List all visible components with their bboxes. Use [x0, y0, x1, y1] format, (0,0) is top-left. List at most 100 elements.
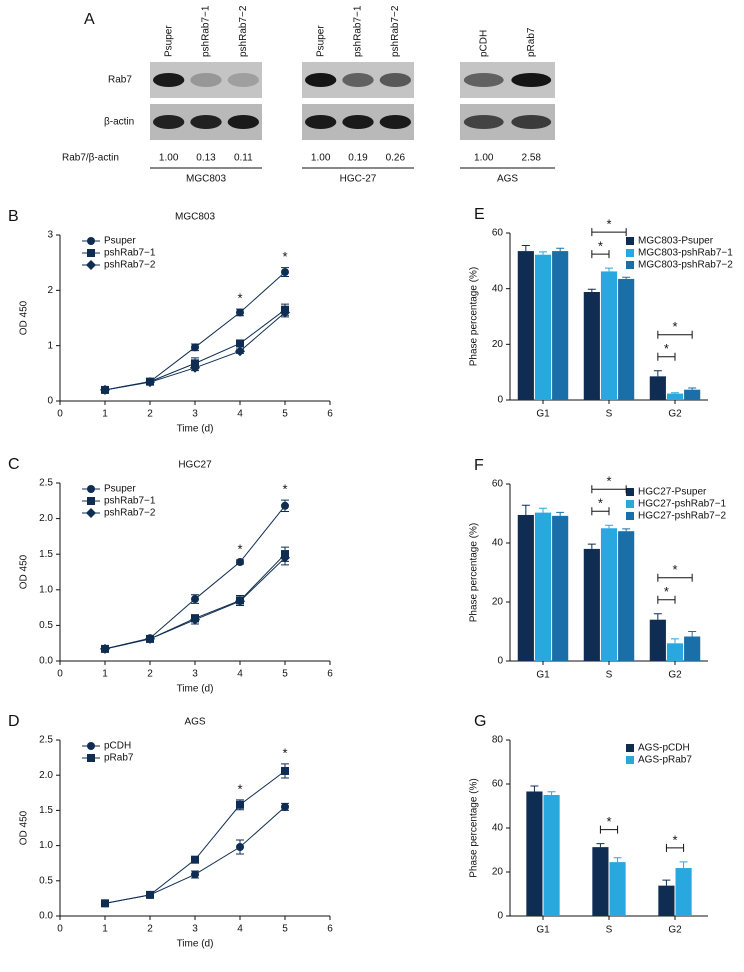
error-bar	[547, 791, 556, 795]
bar	[583, 548, 600, 661]
bar	[517, 514, 534, 661]
lane-label: pshRab7−2	[390, 5, 401, 57]
panel-label: C	[8, 456, 20, 473]
y-axis-label: OD 450	[19, 810, 30, 845]
bar	[534, 254, 552, 400]
marker	[100, 643, 110, 654]
marker	[190, 362, 200, 373]
blot-band	[511, 73, 552, 87]
y-tick-label: 1.0	[39, 584, 53, 595]
marker	[280, 307, 290, 318]
legend-label: AGS-pRab7	[638, 755, 692, 766]
x-tick-label: 0	[57, 669, 63, 680]
series-line	[104, 770, 286, 904]
blot-band	[227, 73, 260, 87]
panel-label: D	[8, 713, 20, 730]
x-tick-label: 1	[102, 669, 108, 680]
bar	[583, 292, 600, 400]
legend-label: HGC27-pshRab7−2	[638, 511, 727, 522]
significance-star: *	[237, 781, 242, 796]
marker	[281, 501, 289, 510]
error-bar	[613, 857, 622, 863]
marker	[236, 800, 244, 809]
y-tick-label: 0	[497, 656, 503, 667]
error-bar	[539, 507, 547, 513]
legend-label: pshRab7−2	[104, 260, 156, 271]
legend-swatch	[626, 500, 634, 508]
significance-star: *	[672, 832, 677, 847]
x-tick-label: 1	[102, 409, 108, 420]
y-tick-label: 40	[492, 538, 504, 549]
x-tick-label: 0	[57, 409, 63, 420]
error-bar	[653, 613, 662, 620]
x-tick-label: 4	[237, 924, 243, 935]
blot-band	[190, 73, 222, 87]
x-tick-label: 4	[237, 669, 243, 680]
bar	[552, 251, 569, 400]
y-axis-label: OD 450	[19, 554, 30, 589]
significance-star: *	[237, 541, 242, 556]
error-bar	[605, 267, 613, 272]
error-bar	[662, 879, 671, 886]
legend-swatch	[626, 744, 634, 752]
x-tick-label: G1	[536, 409, 550, 420]
y-tick-label: 60	[492, 779, 504, 790]
legend-label: pshRab7−1	[104, 496, 156, 507]
row-label: Rab7	[108, 75, 132, 86]
legend-label: Psuper	[104, 484, 136, 495]
marker	[236, 843, 244, 852]
x-tick-label: G2	[668, 409, 682, 420]
significance-star: *	[672, 319, 677, 334]
panel-label: A	[84, 11, 95, 28]
marker	[101, 899, 109, 908]
bar	[675, 868, 692, 916]
y-axis-label: Phase percentage (%)	[469, 267, 480, 367]
blot-band	[342, 115, 374, 129]
error-bar	[671, 638, 679, 644]
legend-marker	[87, 237, 95, 245]
x-tick-label: 3	[192, 924, 198, 935]
lane-label: pCDH	[478, 30, 489, 57]
legend-label: pshRab7−2	[104, 508, 156, 519]
blot-band	[152, 115, 185, 129]
x-axis-label: Time (d)	[177, 424, 214, 435]
bar	[658, 885, 675, 916]
x-tick-label: G1	[536, 925, 550, 936]
bar	[543, 795, 560, 916]
group-name: AGS	[497, 174, 518, 185]
ratio-value: 0.19	[348, 153, 368, 164]
y-tick-label: 0	[47, 396, 53, 407]
bar	[600, 271, 618, 400]
marker	[236, 339, 244, 348]
bar	[649, 376, 666, 400]
error-bar	[653, 370, 662, 377]
y-tick-label: 2.0	[39, 513, 53, 524]
chart-title: AGS	[184, 717, 205, 728]
error-bar	[587, 543, 596, 549]
error-bar	[556, 247, 565, 252]
marker	[145, 633, 155, 644]
significance-star: *	[282, 745, 287, 760]
significance-star: *	[672, 562, 677, 577]
lane-label: pRab7	[526, 27, 537, 57]
y-tick-label: 0.5	[39, 620, 53, 631]
series-line	[104, 806, 286, 904]
x-tick-label: 0	[57, 924, 63, 935]
legend-marker	[87, 754, 95, 762]
marker	[145, 377, 155, 388]
significance-star: *	[598, 496, 603, 511]
error-bar	[521, 504, 530, 515]
blot-band	[304, 73, 337, 87]
y-tick-label: 1	[47, 340, 53, 351]
significance-star: *	[606, 217, 611, 232]
marker	[281, 766, 289, 775]
blot-band	[227, 115, 260, 129]
y-tick-label: 0.0	[39, 911, 53, 922]
marker	[281, 802, 289, 811]
significance-bracket	[657, 595, 676, 604]
blot-band	[190, 115, 222, 129]
chart-title: MGC803	[175, 212, 215, 223]
significance-bracket	[591, 507, 610, 516]
x-tick-label: 3	[192, 669, 198, 680]
